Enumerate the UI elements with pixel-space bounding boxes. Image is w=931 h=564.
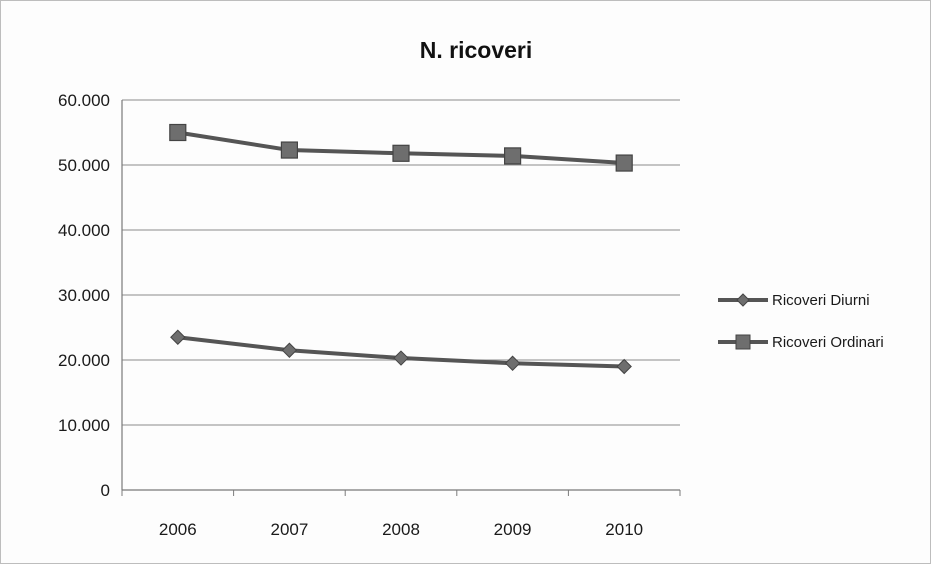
data-point-square xyxy=(280,141,298,159)
data-point-diamond xyxy=(170,329,186,345)
data-point-square xyxy=(504,147,522,165)
data-point-diamond xyxy=(281,342,298,358)
y-tick-label: 50.000 xyxy=(58,156,110,175)
data-point-diamond xyxy=(616,358,632,375)
x-tick-label: 2009 xyxy=(494,520,532,539)
y-tick-label: 30.000 xyxy=(58,286,110,305)
y-tick-label: 60.000 xyxy=(58,91,110,110)
data-point-diamond xyxy=(393,350,409,366)
legend-marker-square xyxy=(735,334,751,350)
x-tick-label: 2010 xyxy=(605,520,643,539)
legend-label: Ricoveri Ordinari xyxy=(772,334,884,351)
x-tick-label: 2007 xyxy=(270,520,308,539)
y-tick-label: 40.000 xyxy=(58,221,110,240)
legend-marker-diamond xyxy=(736,293,750,307)
legend: Ricoveri Diurni Ricoveri Ordinari xyxy=(718,292,884,351)
data-point-square xyxy=(169,123,187,142)
legend-label: Ricoveri Diurni xyxy=(772,292,870,309)
y-tick-label: 20.000 xyxy=(58,351,110,370)
y-tick-label: 10.000 xyxy=(58,416,110,435)
y-tick-label: 0 xyxy=(101,481,110,500)
chart-title: N. ricoveri xyxy=(420,37,533,63)
x-tick-label: 2006 xyxy=(159,520,197,539)
data-point-diamond xyxy=(504,355,521,371)
data-point-square xyxy=(615,154,633,172)
x-tick-label: 2008 xyxy=(382,520,420,539)
plot-area: 0 10.000 20.000 30.000 40.000 50.000 60.000 200… xyxy=(58,91,681,539)
data-point-square xyxy=(392,144,410,162)
